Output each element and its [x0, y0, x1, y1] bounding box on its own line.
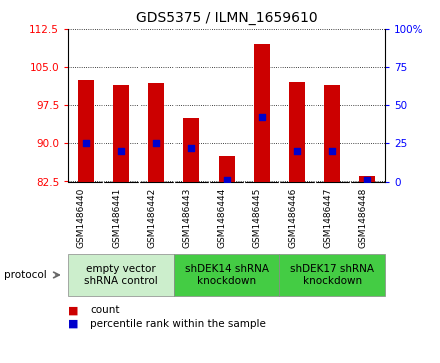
Text: empty vector
shRNA control: empty vector shRNA control	[84, 264, 158, 286]
Point	[117, 148, 125, 154]
Title: GDS5375 / ILMN_1659610: GDS5375 / ILMN_1659610	[136, 11, 317, 25]
Point	[82, 140, 89, 146]
Text: percentile rank within the sample: percentile rank within the sample	[90, 319, 266, 329]
Text: ■: ■	[68, 319, 79, 329]
Bar	[289, 82, 305, 182]
Bar	[148, 83, 164, 182]
Point	[188, 145, 195, 151]
Bar	[324, 85, 340, 182]
Text: shDEK14 shRNA
knockdown: shDEK14 shRNA knockdown	[185, 264, 268, 286]
Text: GSM1486444: GSM1486444	[218, 187, 227, 248]
Point	[293, 148, 301, 154]
Text: GSM1486443: GSM1486443	[183, 187, 191, 248]
Text: GSM1486445: GSM1486445	[253, 187, 262, 248]
Text: count: count	[90, 305, 120, 315]
Point	[329, 148, 336, 154]
Bar	[359, 176, 375, 182]
Bar	[183, 118, 199, 182]
Text: GSM1486447: GSM1486447	[323, 187, 332, 248]
Point	[258, 115, 265, 121]
Text: protocol: protocol	[4, 270, 47, 280]
Bar	[254, 44, 270, 182]
Bar	[113, 85, 129, 182]
Bar	[219, 156, 235, 182]
Text: GSM1486442: GSM1486442	[147, 187, 156, 248]
Bar	[78, 80, 94, 182]
Point	[153, 140, 160, 146]
Text: ■: ■	[68, 305, 79, 315]
Text: GSM1486448: GSM1486448	[359, 187, 367, 248]
Text: GSM1486446: GSM1486446	[288, 187, 297, 248]
Point	[223, 177, 230, 183]
Text: GSM1486441: GSM1486441	[112, 187, 121, 248]
Text: shDEK17 shRNA
knockdown: shDEK17 shRNA knockdown	[290, 264, 374, 286]
Point	[364, 177, 371, 183]
Text: GSM1486440: GSM1486440	[77, 187, 86, 248]
